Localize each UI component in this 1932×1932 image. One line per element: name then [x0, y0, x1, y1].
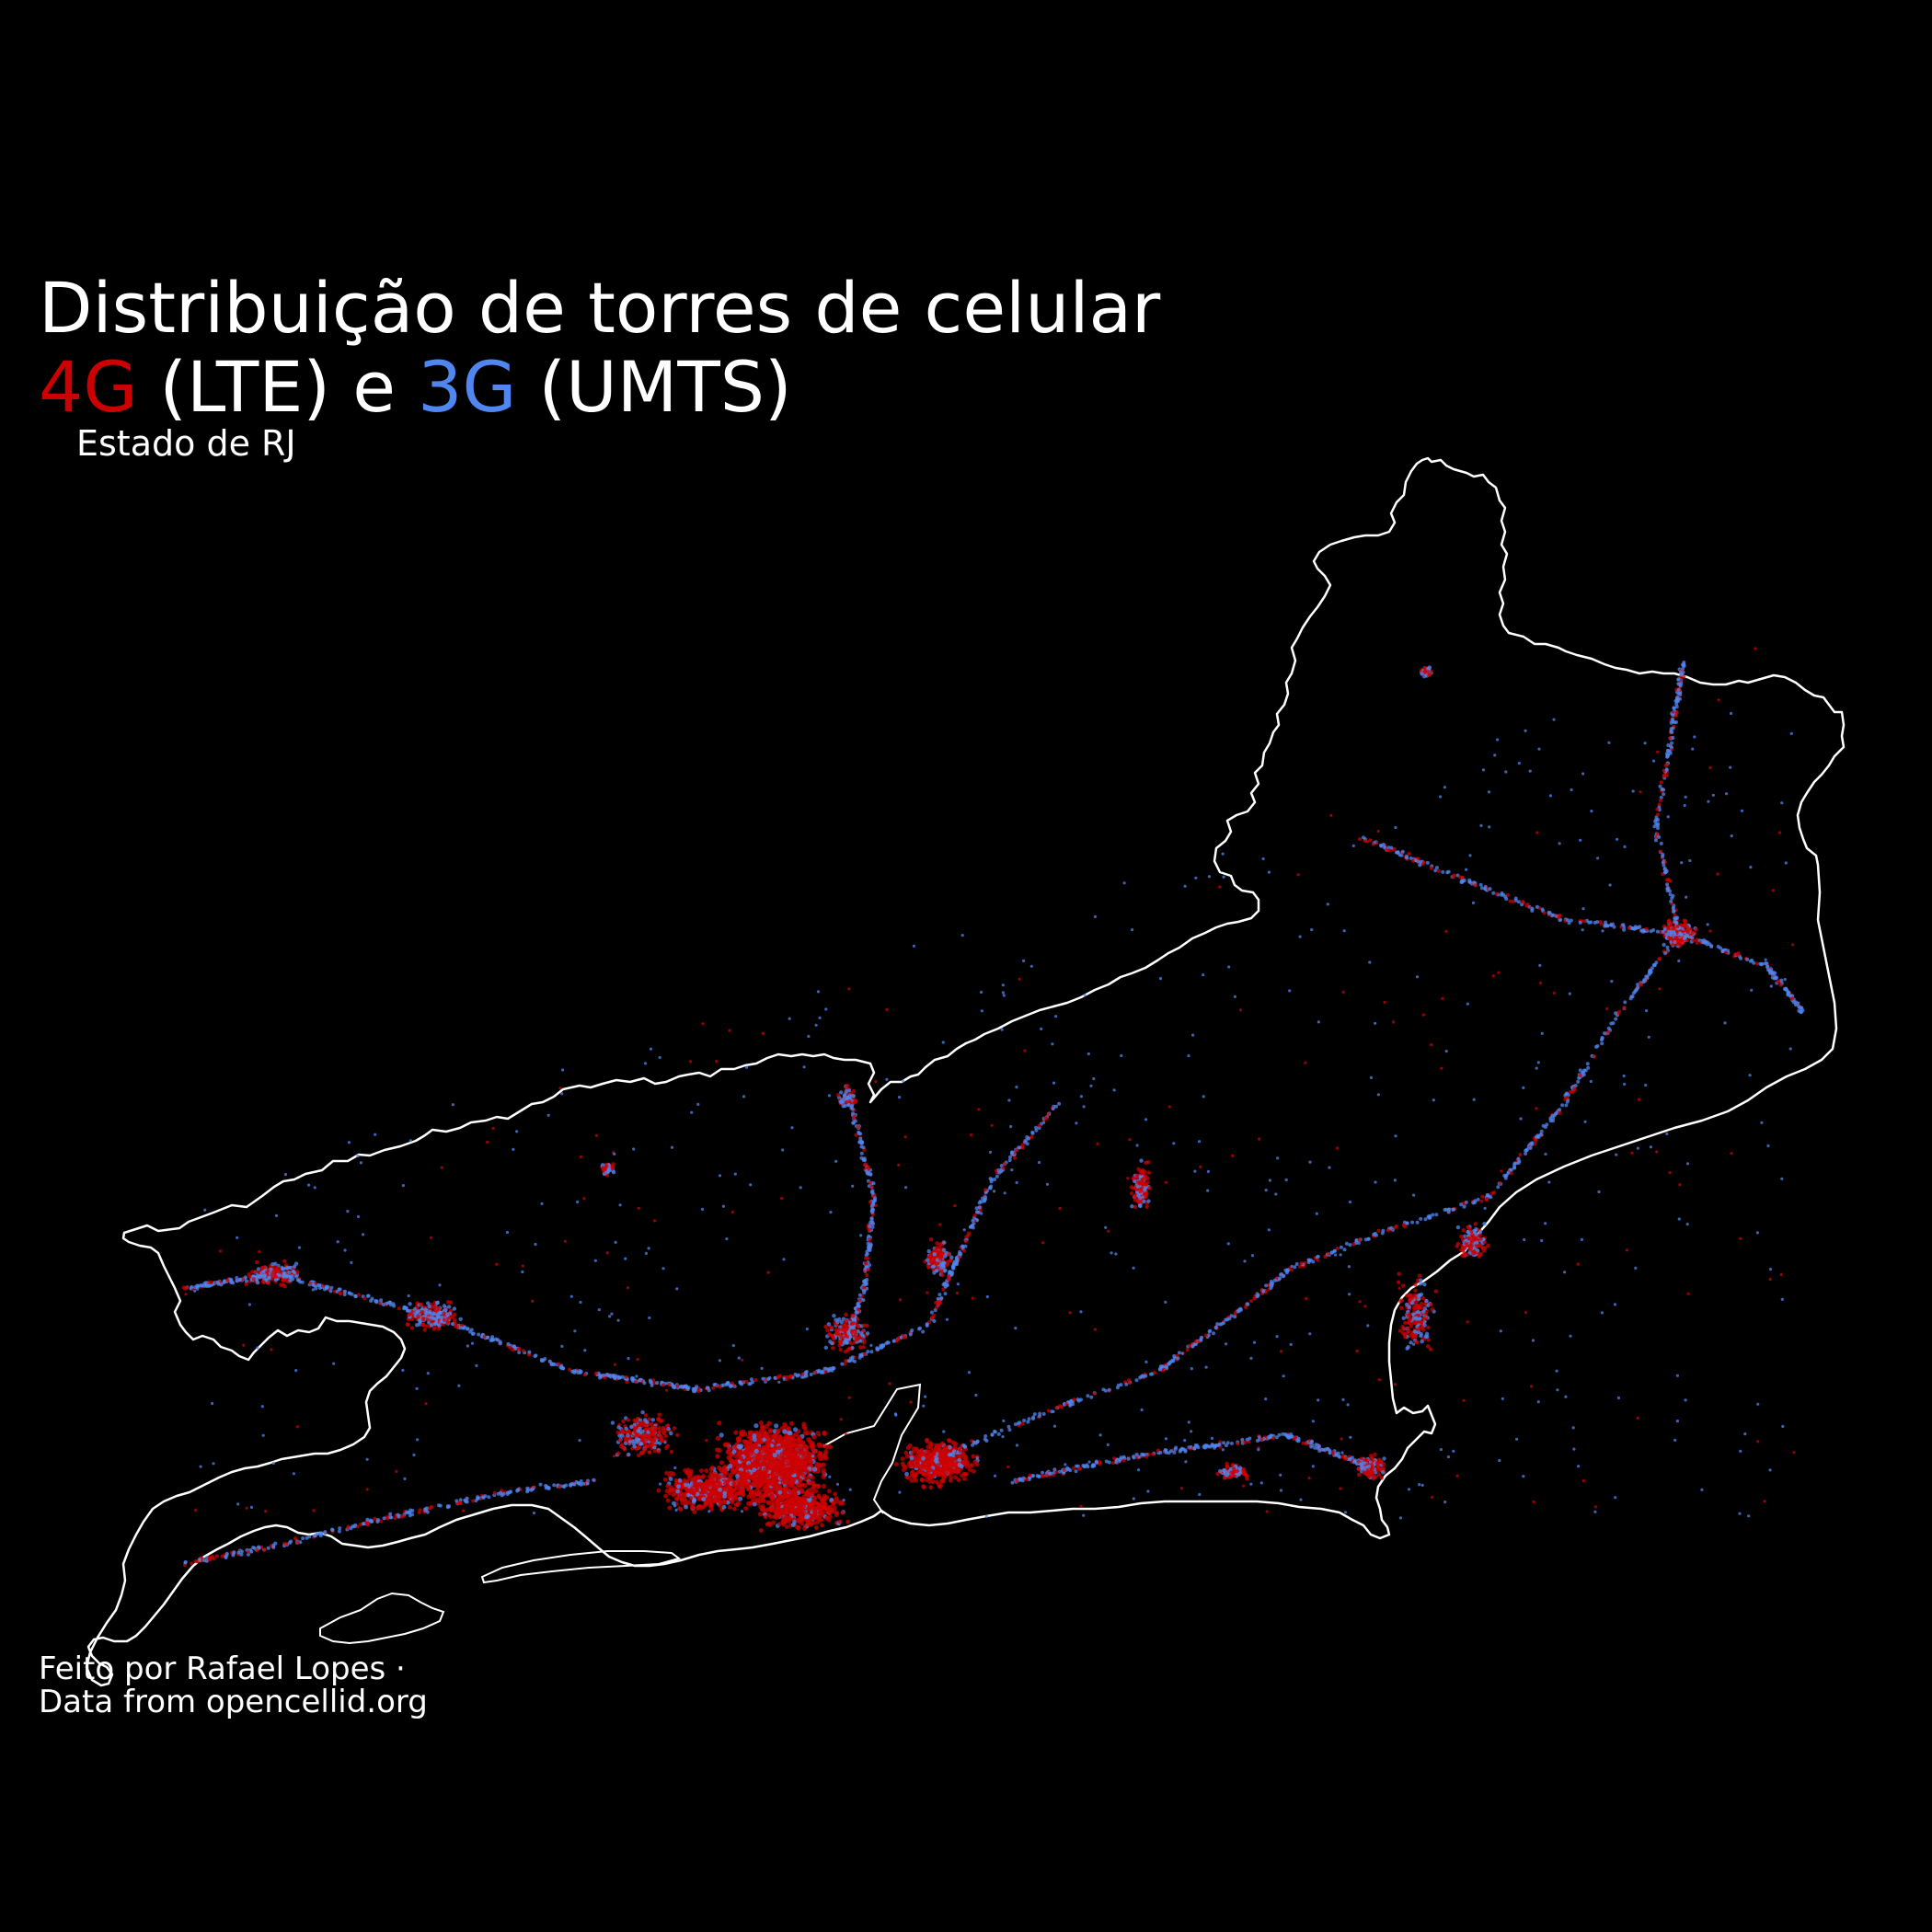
title-block: Distribuição de torres de celular 4G (LT… — [39, 269, 1160, 427]
marambaia-outline — [480, 1550, 682, 1584]
state-outline — [85, 456, 1846, 1687]
ilha-grande-outline — [319, 1592, 445, 1645]
credit-author: Feito por Rafael Lopes · — [39, 1650, 406, 1687]
page-title: Distribuição de torres de celular — [39, 267, 1161, 349]
legend-4g-label: 4G — [39, 346, 138, 428]
tower-points — [181, 647, 1805, 1567]
legend-lte-text: (LTE) e — [137, 346, 419, 428]
credit-source: Data from opencellid.org — [39, 1684, 428, 1720]
map-subtitle: Estado de RJ — [76, 423, 296, 464]
legend-umts-text: (UMTS) — [516, 346, 792, 428]
guanabara-outline — [822, 1383, 922, 1514]
legend-title: 4G (LTE) e 3G (UMTS) — [39, 348, 1160, 427]
legend-3g-label: 3G — [418, 346, 517, 428]
credit: Feito por Rafael Lopes · Data from openc… — [39, 1652, 428, 1719]
